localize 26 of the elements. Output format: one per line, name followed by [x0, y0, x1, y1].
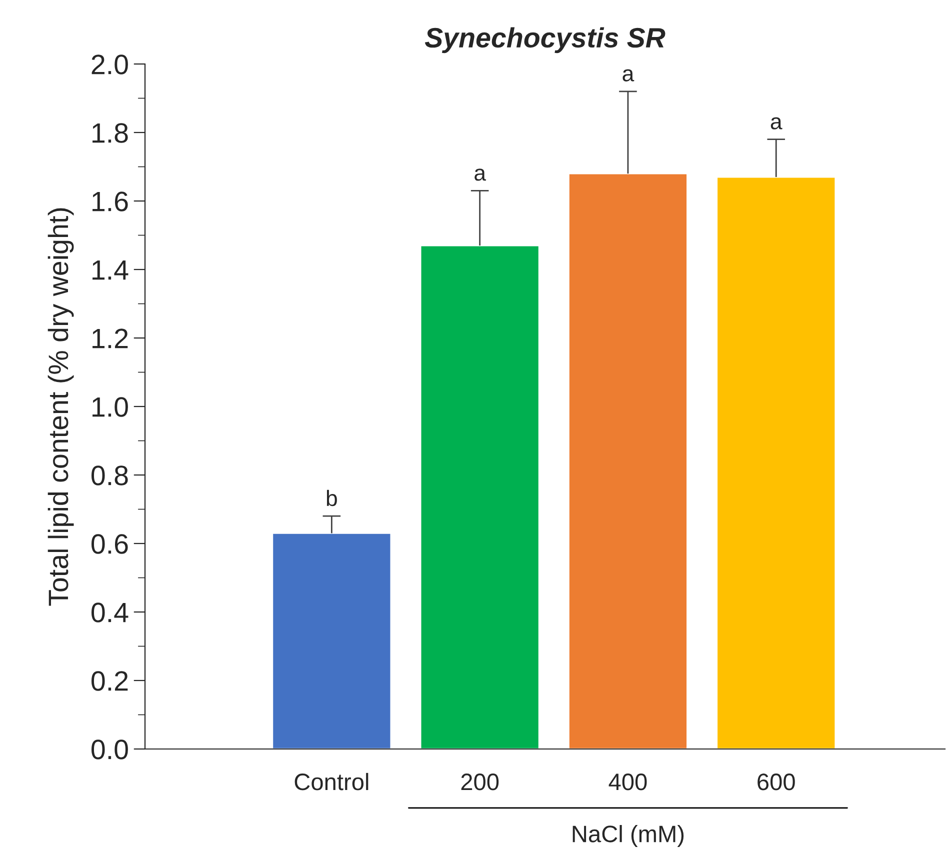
- y-tick-label: 1.2: [92, 328, 128, 348]
- text: 1.0: [92, 397, 128, 417]
- y-tick-label: 1.8: [92, 123, 128, 143]
- x-tick-label: 200: [461, 774, 499, 790]
- text: 0.0: [92, 740, 128, 760]
- y-tick-label: 1.6: [92, 192, 128, 212]
- y-tick-label: 0.6: [92, 534, 128, 554]
- y-tick-label: 1.4: [92, 260, 128, 280]
- bar: [568, 172, 688, 749]
- annotation: b: [326, 490, 337, 506]
- chart-title: Synechocystis SR: [424, 27, 666, 54]
- bar: [272, 532, 392, 749]
- bar: [420, 244, 540, 749]
- y-tick-label: 0.8: [92, 466, 128, 486]
- bar: [716, 176, 836, 749]
- x-axis-title: NaCl (mM): [572, 824, 684, 847]
- y-tick-label: 0.2: [92, 671, 128, 691]
- x-tick-label: 400: [608, 774, 647, 790]
- annotation: a: [770, 117, 782, 130]
- x-tick-label: 600: [758, 774, 795, 790]
- annotation: a: [622, 69, 634, 82]
- annotation: a: [474, 168, 486, 181]
- x-tick-label: Control: [294, 772, 368, 790]
- y-axis-title: Total lipid content (% dry weight): [48, 208, 74, 606]
- text: 2.0: [92, 54, 128, 74]
- y-tick-label: 0.4: [92, 602, 128, 622]
